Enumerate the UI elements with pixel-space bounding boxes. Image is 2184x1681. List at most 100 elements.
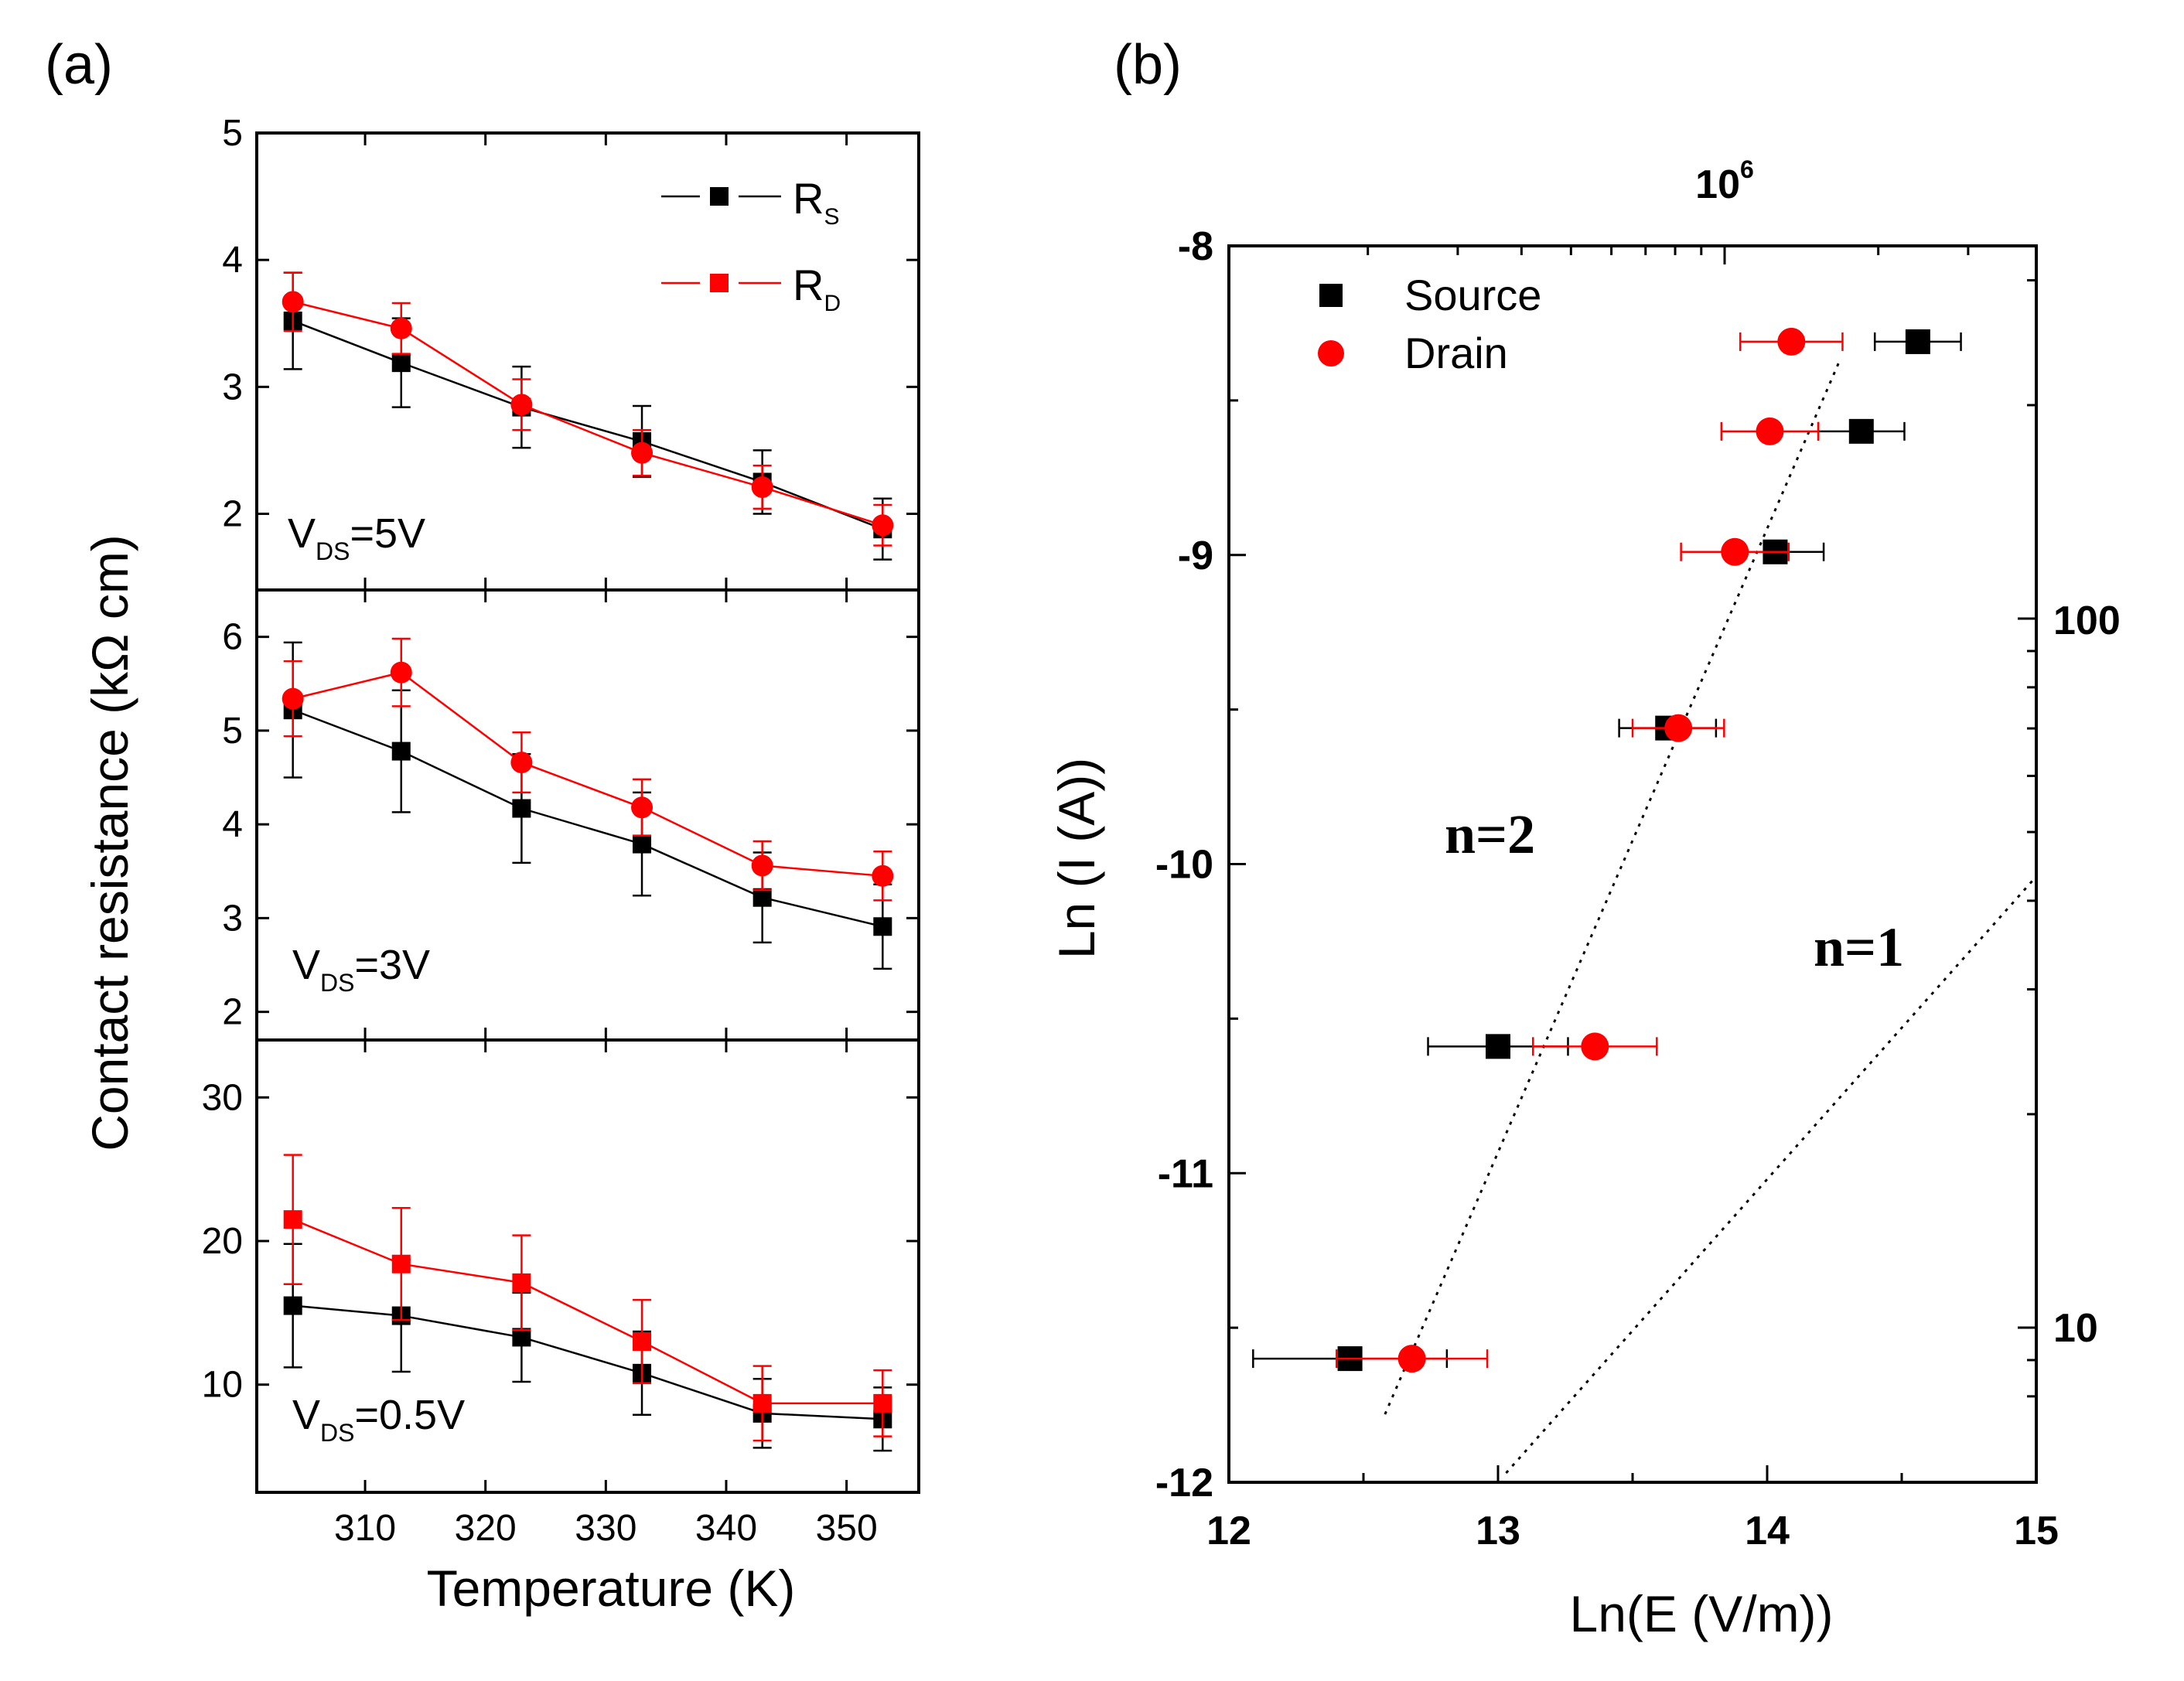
data-point	[391, 1254, 411, 1274]
panel-b-y-axis-title: Ln (I (A))	[1048, 758, 1105, 959]
data-point	[872, 514, 894, 537]
data-point	[390, 317, 412, 339]
data-point	[512, 799, 531, 818]
legend-label-rs: RS	[793, 174, 839, 230]
y-tick-label: -11	[1158, 1151, 1213, 1196]
data-point	[631, 796, 653, 819]
y-tick-label: 10	[202, 1365, 243, 1406]
data-point	[751, 854, 773, 877]
right-axis-label-10: 10	[2053, 1306, 2098, 1351]
x-tick-label: 350	[816, 1508, 878, 1549]
data-point	[390, 661, 412, 684]
panel-b-plot-area: 12 13 14 15 -8 -9 -10 -11 -12	[1155, 224, 2059, 1553]
data-point-source	[1848, 418, 1874, 444]
y-tick-label: 5	[222, 711, 243, 752]
legend-label-rd: RD	[793, 261, 841, 316]
data-point	[873, 1393, 892, 1413]
subplot-vds-0p5v: 10 20 30 310 320 330 340 350	[202, 1038, 920, 1549]
y-tick-label: 4	[222, 804, 243, 845]
data-point	[391, 742, 411, 761]
data-point	[512, 1328, 531, 1347]
data-point	[752, 888, 772, 907]
data-point	[510, 394, 533, 416]
fit-label-n2: n=2	[1445, 803, 1535, 865]
data-point	[751, 476, 773, 499]
legend-label-drain: Drain	[1404, 329, 1508, 377]
legend-marker-drain	[1318, 340, 1344, 367]
y-tick-label: 5	[222, 113, 243, 154]
fit-line-n1	[1505, 875, 2038, 1475]
data-point	[283, 1296, 302, 1315]
panel-a-y-axis-title: Contact resistance (kΩ cm)	[81, 534, 138, 1151]
data-point-drain	[1664, 714, 1693, 742]
subplot-frame	[255, 1038, 920, 1494]
legend-marker-rd	[710, 274, 729, 292]
data-point	[512, 1273, 531, 1292]
data-point-drain	[1397, 1345, 1426, 1373]
y-tick-label: 2	[222, 494, 243, 535]
data-point	[391, 353, 411, 373]
top-axis-label: 106	[1695, 155, 1754, 207]
data-point	[633, 1332, 652, 1351]
panel-b-x-axis-title: Ln(E (V/m))	[1569, 1585, 1833, 1642]
x-tick-label: 330	[575, 1508, 636, 1549]
panel-a-legend: RS RD	[661, 174, 841, 316]
x-tick-label: 340	[695, 1508, 757, 1549]
series-line-r-d	[292, 301, 883, 527]
x-tick-label: 12	[1206, 1509, 1251, 1553]
data-point	[283, 1210, 302, 1229]
data-point-drain	[1756, 417, 1784, 445]
panel-a-line-chart: (a) Contact resistance (kΩ cm) Temperatu…	[45, 34, 920, 1617]
legend-label-source: Source	[1404, 271, 1541, 319]
series-line-r-s	[292, 709, 883, 928]
subplot-vds-3v: 2 3 4 5 6	[222, 588, 920, 1042]
data-point	[510, 752, 533, 774]
data-point	[752, 1393, 772, 1413]
y-tick-label: 3	[222, 898, 243, 939]
y-tick-label: -8	[1178, 224, 1213, 269]
y-tick-label: 20	[202, 1221, 243, 1262]
data-point-source	[1905, 329, 1930, 354]
series-line-r-d	[292, 1218, 883, 1405]
panel-b-label: (b)	[1114, 34, 1182, 96]
data-point	[631, 442, 653, 464]
series-line-r-s	[292, 1304, 883, 1420]
y-tick-label: -9	[1178, 534, 1213, 578]
fit-line-n2	[1384, 360, 1841, 1415]
panel-b-legend: Source Drain	[1318, 271, 1541, 377]
panel-b-scatter-chart: (b) Ln (I (A)) Ln(E (V/m)) 106 100 10 12…	[1048, 34, 2121, 1642]
annotation-vds-5v: VDS=5V	[288, 510, 425, 565]
y-tick-label: 3	[222, 367, 243, 407]
data-point-source	[1486, 1034, 1510, 1059]
data-point-drain	[1721, 537, 1749, 566]
y-tick-label: -12	[1155, 1461, 1213, 1505]
x-tick-label: 14	[1745, 1509, 1790, 1553]
x-tick-label: 15	[2014, 1509, 2059, 1553]
data-point	[872, 864, 894, 887]
y-tick-label: -10	[1155, 843, 1213, 888]
data-point	[633, 834, 652, 854]
annotation-vds-3v: VDS=3V	[292, 942, 430, 997]
data-point	[282, 687, 304, 710]
fit-label-n1: n=1	[1814, 916, 1904, 978]
legend-marker-source	[1319, 284, 1343, 307]
x-tick-label: 13	[1476, 1509, 1520, 1553]
y-tick-label: 2	[222, 992, 243, 1033]
data-point-drain	[1581, 1032, 1609, 1061]
series-line-r-s	[292, 319, 883, 530]
series-line-r-d	[292, 671, 883, 878]
panel-a-x-axis-title: Temperature (K)	[427, 1560, 796, 1617]
legend-marker-rs	[710, 187, 729, 206]
data-point	[873, 917, 892, 936]
y-tick-label: 30	[202, 1077, 243, 1118]
data-point	[282, 291, 304, 313]
x-tick-label: 320	[455, 1508, 517, 1549]
annotation-vds-0p5v: VDS=0.5V	[292, 1392, 465, 1447]
right-axis-label-100: 100	[2053, 598, 2121, 643]
y-tick-label: 6	[222, 617, 243, 658]
panel-a-label: (a)	[45, 34, 113, 96]
x-tick-label: 310	[334, 1508, 396, 1549]
y-tick-label: 4	[222, 240, 243, 281]
data-point-drain	[1777, 327, 1806, 356]
